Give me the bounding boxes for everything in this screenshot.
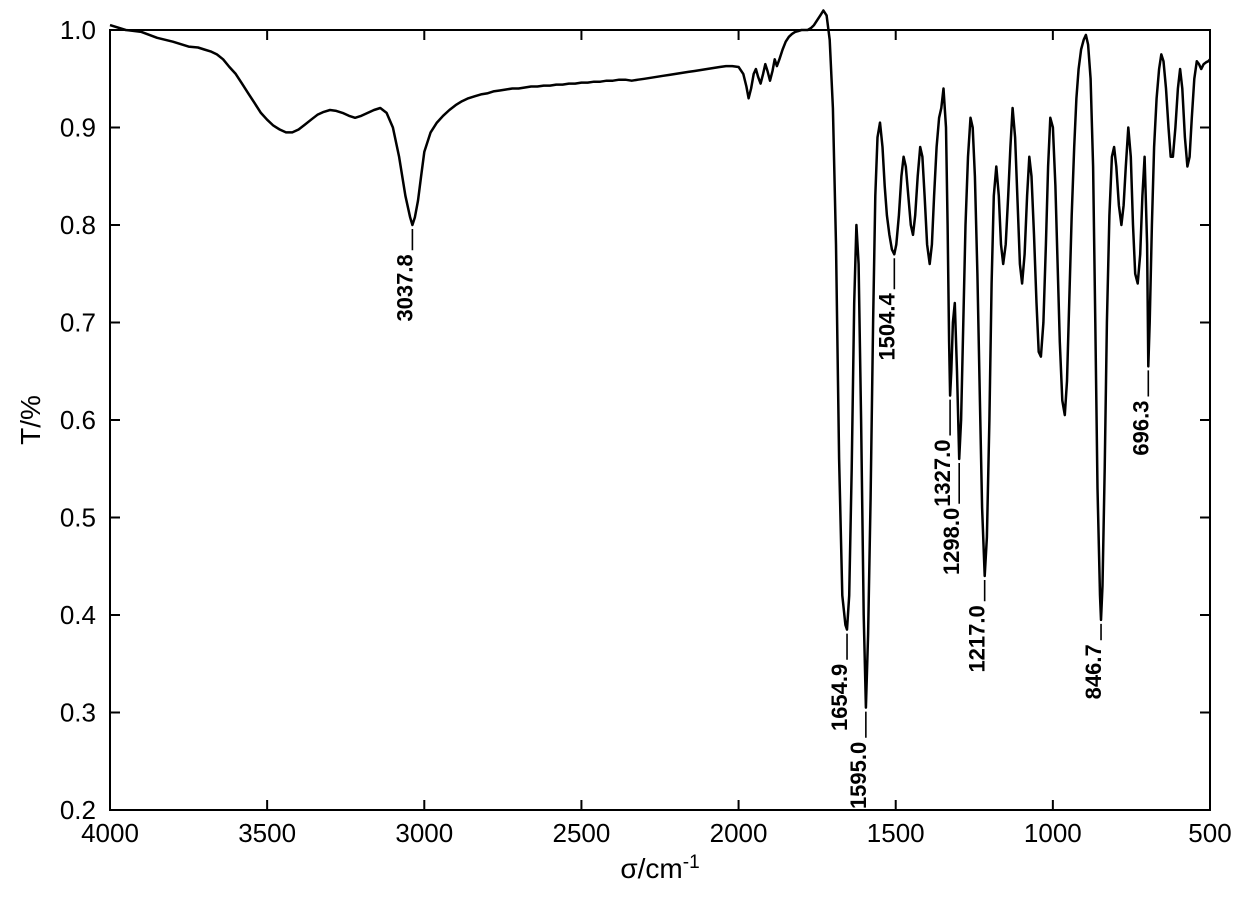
spectrum-line	[110, 11, 1210, 708]
peak-label: 3037.8	[392, 254, 417, 321]
y-tick-label: 1.0	[60, 15, 96, 45]
peak-label: 696.3	[1128, 401, 1153, 456]
peak-label: 1504.4	[874, 292, 899, 360]
y-tick-label: 0.5	[60, 503, 96, 533]
x-tick-label: 2000	[710, 818, 768, 848]
x-tick-label: 3000	[395, 818, 453, 848]
x-tick-label: 500	[1188, 818, 1231, 848]
peak-label: 1654.9	[827, 664, 852, 731]
peak-label: 1217.0	[965, 605, 990, 672]
peak-label: 1298.0	[939, 508, 964, 575]
x-tick-label: 1500	[867, 818, 925, 848]
y-tick-label: 0.6	[60, 405, 96, 435]
x-tick-label: 2500	[553, 818, 611, 848]
x-axis-label: σ/cm-1	[620, 852, 699, 885]
x-tick-label: 3500	[238, 818, 296, 848]
y-tick-label: 0.3	[60, 698, 96, 728]
peak-label: 1595.0	[846, 742, 871, 809]
peak-label: 846.7	[1081, 644, 1106, 699]
y-axis-label: T/%	[15, 395, 46, 445]
y-tick-label: 0.9	[60, 113, 96, 143]
chart-svg: 40003500300025002000150010005000.20.30.4…	[0, 0, 1240, 900]
y-tick-label: 0.7	[60, 308, 96, 338]
y-tick-label: 0.8	[60, 210, 96, 240]
x-tick-label: 1000	[1024, 818, 1082, 848]
peak-label: 1327.0	[930, 440, 955, 507]
y-tick-label: 0.4	[60, 600, 96, 630]
ir-spectrum-chart: 40003500300025002000150010005000.20.30.4…	[0, 0, 1240, 900]
y-tick-label: 0.2	[60, 795, 96, 825]
